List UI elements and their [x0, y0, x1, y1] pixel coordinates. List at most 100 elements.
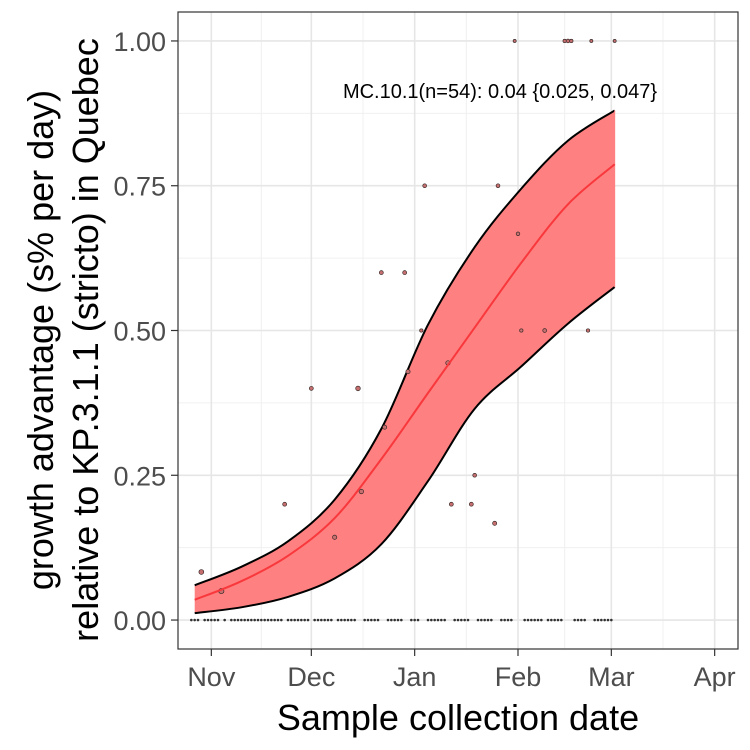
data-point-zero: [536, 618, 540, 622]
data-point-zero: [610, 618, 613, 622]
data-point-zero: [300, 618, 303, 622]
data-point-zero: [440, 618, 443, 622]
data-point: [469, 501, 474, 507]
data-point-zero: [216, 618, 220, 622]
data-point-zero: [533, 618, 536, 622]
y-tick-label: 0.50: [113, 317, 166, 347]
axis-ticks: Nov Dec Jan Feb Mar Apr 0.00 0.25 0.50 0.75 1.00: [113, 27, 735, 692]
data-point-zero: [233, 618, 236, 622]
data-point-zero: [340, 618, 343, 622]
data-point-zero: [280, 618, 283, 622]
data-point-zero: [316, 618, 320, 622]
data-point-zero: [386, 618, 390, 622]
data-point-zero: [430, 618, 433, 622]
fit-curve: [194, 163, 616, 601]
y-tick-label: 0.25: [113, 461, 166, 491]
data-point-zero: [526, 618, 530, 622]
data-point-zero: [523, 618, 526, 622]
data-point-zero: [363, 618, 366, 622]
data-point-zero: [343, 618, 346, 622]
data-point: [492, 520, 498, 526]
data-point-zero: [303, 618, 306, 622]
data-point-zero: [463, 618, 466, 622]
data-point-zero: [490, 618, 493, 622]
data-point: [589, 39, 594, 43]
y-tick-label: 1.00: [113, 27, 166, 57]
data-point-zero: [596, 618, 600, 622]
data-point: [612, 39, 617, 43]
data-point-zero: [410, 618, 413, 622]
data-point-zero: [560, 618, 563, 622]
data-point-zero: [346, 618, 350, 622]
data-point-zero: [373, 618, 376, 622]
data-point-zero: [213, 618, 216, 622]
data-point-zero: [190, 618, 193, 622]
data-point: [542, 328, 547, 333]
data-point: [422, 183, 427, 188]
data-point-zero: [350, 618, 353, 622]
data-point-zero: [506, 618, 510, 622]
data-point-zero: [396, 618, 400, 622]
data-point-zero: [370, 618, 373, 622]
data-point-zero: [273, 618, 276, 622]
data-point-zero: [270, 618, 273, 622]
data-point-zero: [426, 618, 430, 622]
data-point-zero: [483, 618, 486, 622]
data-point-zero: [606, 618, 610, 622]
data-point: [495, 183, 501, 188]
y-tick-label: 0.00: [113, 606, 166, 636]
data-point-zero: [246, 618, 250, 622]
y-axis-title-line-1: growth advantage (s% per day): [20, 90, 61, 590]
data-point-zero: [230, 618, 233, 622]
x-tick-label: Mar: [588, 662, 635, 692]
data-point-zero: [603, 618, 606, 622]
confidence-band-upper: [194, 109, 616, 587]
data-point-zero: [240, 618, 243, 622]
data-point-zero: [500, 618, 503, 622]
data-point-zero: [413, 618, 416, 622]
data-point-zero: [600, 618, 603, 622]
data-point-zero: [476, 618, 480, 622]
data-point-zero: [263, 618, 266, 622]
data-point: [472, 473, 477, 478]
data-point: [405, 369, 411, 375]
data-point-zero: [330, 618, 333, 622]
data-point-zero: [306, 618, 310, 622]
annotation-label: MC.10.1(n=54): 0.04 {0.025, 0.047}: [343, 81, 657, 103]
data-point: [379, 270, 384, 275]
data-point-zero: [193, 618, 196, 622]
data-point-zero: [256, 618, 260, 622]
data-point-zero: [253, 618, 256, 622]
x-tick-label: Feb: [495, 662, 542, 692]
data-point-zero: [593, 618, 596, 622]
data-point-zero: [326, 618, 330, 622]
data-point-zero: [550, 618, 553, 622]
data-point: [519, 328, 524, 333]
data-point-zero: [390, 618, 393, 622]
data-point-zero: [196, 618, 200, 622]
x-tick-label: Nov: [187, 662, 236, 692]
data-point-zero: [443, 618, 446, 622]
data-point-zero: [416, 618, 420, 622]
data-point-zero: [510, 618, 513, 622]
x-tick-label: Apr: [694, 662, 736, 692]
data-point: [332, 534, 338, 540]
data-point-zero: [313, 618, 316, 622]
data-point: [569, 38, 574, 43]
data-point-zero: [436, 618, 440, 622]
data-point-zero: [553, 618, 556, 622]
data-point-zero: [293, 618, 296, 622]
data-point-zero: [540, 618, 543, 622]
data-point-zero: [290, 618, 293, 622]
data-point-zero: [320, 618, 323, 622]
data-point-zero: [480, 618, 483, 622]
data-point: [282, 501, 287, 507]
data-point-zero: [546, 618, 550, 622]
data-point-zero: [353, 618, 356, 622]
data-points: [190, 38, 617, 622]
y-tick-label: 0.75: [113, 172, 166, 202]
data-point-zero: [286, 618, 290, 622]
data-point: [309, 386, 314, 391]
data-point-zero: [266, 618, 270, 622]
